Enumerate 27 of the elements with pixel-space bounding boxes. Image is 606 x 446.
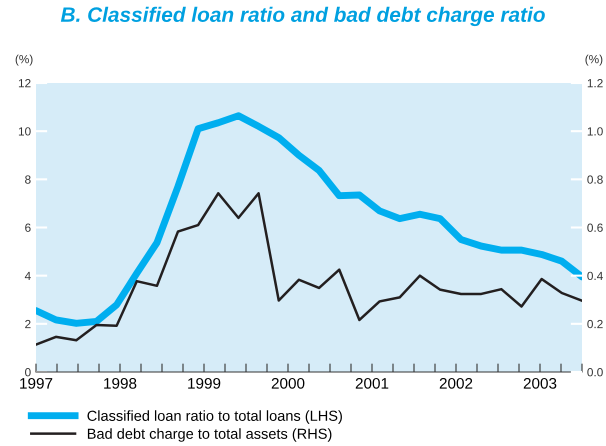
y2-tick-label: 1.0 [588, 127, 603, 136]
y2-tick-label: 0.6 [587, 224, 603, 232]
y-tick-label: 12 [18, 79, 31, 88]
chart-title: B. Classified loan ratio and bad debt charge ratio [60, 6, 545, 26]
y2-axis-title: (%) [585, 54, 602, 66]
legend-label: Classified loan ratio to total loans (LHS) [87, 410, 342, 424]
legend-label: Bad debt charge to total assets (RHS) [88, 428, 332, 442]
y2-tick-label: 0.0 [587, 368, 603, 376]
x-tick-label: 1997 [20, 378, 52, 389]
x-tick-label: 2003 [524, 378, 556, 389]
y-axis-title: (%) [16, 54, 33, 66]
y-tick-label: 10 [18, 127, 31, 136]
line-series [36, 192, 582, 346]
y2-tick-label: 0.2 [587, 320, 603, 328]
y-tick-label: 2 [25, 320, 31, 328]
x-tick-label: 1998 [104, 378, 136, 389]
x-tick-label: 2000 [272, 378, 304, 389]
y-tick-label: 4 [24, 272, 31, 280]
x-tick-label: 1999 [188, 378, 220, 389]
y2-tick-label: 0.4 [587, 272, 603, 280]
y-tick-label: 0 [25, 368, 31, 376]
y2-tick-label: 0.8 [587, 175, 603, 184]
y-tick-label: 6 [25, 224, 31, 232]
x-tick-label: 2001 [356, 378, 388, 389]
y2-tick-label: 1.2 [588, 79, 603, 88]
y-tick-label: 8 [25, 175, 31, 184]
x-tick-label: 2002 [440, 378, 472, 389]
